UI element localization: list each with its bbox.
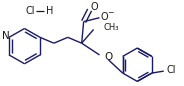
Text: CH₃: CH₃	[104, 23, 119, 32]
Text: H: H	[46, 6, 53, 16]
Text: N: N	[2, 31, 10, 41]
Text: Cl: Cl	[26, 6, 35, 16]
Text: −: −	[107, 8, 114, 17]
Text: O: O	[101, 12, 108, 22]
Text: O: O	[105, 52, 113, 62]
Text: O: O	[91, 2, 98, 12]
Text: Cl: Cl	[167, 65, 176, 75]
